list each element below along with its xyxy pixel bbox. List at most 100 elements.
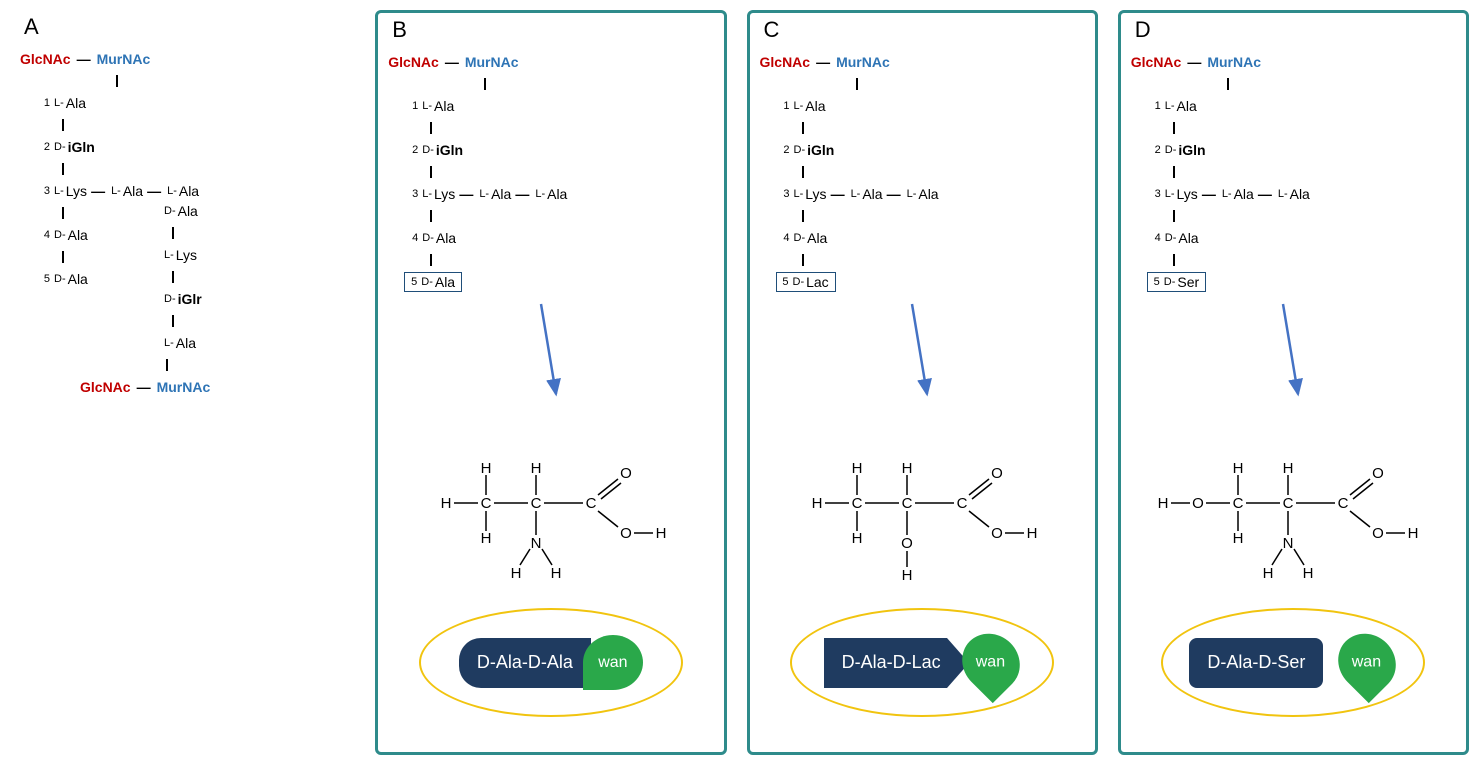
peptide-row: 3L-Lys—L-Ala—L-Ala <box>780 183 1085 205</box>
atom-label: O <box>1373 525 1385 542</box>
atom-label: C <box>1338 495 1349 512</box>
atom-label: H <box>1263 565 1274 582</box>
atom-label: C <box>530 495 541 512</box>
terminus-label: D-Ala-D-Lac <box>824 638 947 688</box>
peptide-row: 2D-iGln <box>408 139 713 161</box>
peptide-row: L-Ala <box>150 332 345 354</box>
atom-label: H <box>812 495 823 512</box>
panel-a: A GlcNAc — MurNAc 1L-Ala2D-iGln3L-Lys—L-… <box>10 10 355 755</box>
atom-label: C <box>1233 495 1244 512</box>
peptide-row: L-Lys <box>150 244 345 266</box>
peptide-row: D-iGlr <box>150 288 345 310</box>
binding-ellipse: D-Ala-D-Ser wan <box>1161 608 1425 717</box>
panel-b: B GlcNAc — MurNAc 1L-Ala2D-iGln3L-Lys—L-… <box>375 10 726 755</box>
atom-label: H <box>655 525 666 542</box>
atom-label: H <box>1408 525 1419 542</box>
atom-label: H <box>1233 530 1244 547</box>
glcnac: GlcNAc <box>1131 54 1182 70</box>
glcnac: GlcNAc <box>20 51 71 67</box>
atom-label: H <box>1283 460 1294 477</box>
atom-label: H <box>1158 495 1169 512</box>
vancomycin-icon: wan <box>583 635 643 690</box>
atom-label: C <box>902 495 913 512</box>
peptide-row: 2D-iGln <box>1151 139 1456 161</box>
atom-label: C <box>852 495 863 512</box>
atom-label: O <box>1373 465 1385 482</box>
atom-label: C <box>480 495 491 512</box>
panel-c: C GlcNAc — MurNAc 1L-Ala2D-iGln3L-Lys—L-… <box>747 10 1098 755</box>
atom-label: O <box>991 525 1003 542</box>
panel-label: D <box>1135 17 1151 43</box>
binding-ellipse: D-Ala-D-Ala wan <box>419 608 683 717</box>
boxed-terminus: 5D-Ser <box>1147 271 1456 293</box>
peptide-row: D-Ala <box>150 200 345 222</box>
panel-d: D GlcNAc — MurNAc 1L-Ala2D-iGln3L-Lys—L-… <box>1118 10 1469 755</box>
atom-label: O <box>620 525 632 542</box>
peptidoglycan-c: GlcNAc — MurNAc 1L-Ala2D-iGln3L-Lys—L-Al… <box>760 51 1085 293</box>
atom-label: H <box>852 460 863 477</box>
peptide-row: 4D-Ala <box>408 227 713 249</box>
peptidoglycan-d: GlcNAc — MurNAc 1L-Ala2D-iGln3L-Lys—L-Al… <box>1131 51 1456 293</box>
peptide-row: 1L-Ala <box>780 95 1085 117</box>
atom-label: N <box>1283 535 1294 552</box>
atom-label: C <box>585 495 596 512</box>
murnac: MurNAc <box>157 379 211 395</box>
peptidoglycan-a: GlcNAc — MurNAc 1L-Ala2D-iGln3L-Lys—L-Al… <box>20 48 345 398</box>
atom-label: C <box>1283 495 1294 512</box>
peptidoglycan-b: GlcNAc — MurNAc 1L-Ala2D-iGln3L-Lys—L-Al… <box>388 51 713 293</box>
glcnac: GlcNAc <box>388 54 439 70</box>
peptide-row: 2D-iGln <box>40 136 345 158</box>
atom-label: O <box>620 465 632 482</box>
glcnac: GlcNAc <box>80 379 131 395</box>
glcnac: GlcNAc <box>760 54 811 70</box>
murnac: MurNAc <box>836 54 890 70</box>
atom-label: H <box>1303 565 1314 582</box>
terminus-label: D-Ala-D-Ser <box>1189 638 1323 688</box>
panel-label: A <box>24 14 39 40</box>
atom-label: H <box>480 460 491 477</box>
atom-label: H <box>902 567 913 584</box>
binding-diagram: D-Ala-D-Ser wan <box>1131 608 1456 717</box>
atom-label: N <box>530 535 541 552</box>
binding-ellipse: D-Ala-D-Lac wan <box>790 608 1054 717</box>
atom-label: O <box>901 535 913 552</box>
peptide-row: 1L-Ala <box>40 92 345 114</box>
terminus-label: D-Ala-D-Ala <box>459 638 591 688</box>
peptide-row: 4D-Ala <box>1151 227 1456 249</box>
murnac: MurNAc <box>1207 54 1261 70</box>
atom-label: O <box>1193 495 1205 512</box>
binding-diagram: D-Ala-D-Lac wan <box>760 608 1085 717</box>
peptide-row: 4D-Ala <box>780 227 1085 249</box>
boxed-terminus: 5D-Lac <box>776 271 1085 293</box>
vancomycin-icon: wan <box>950 622 1031 703</box>
murnac: MurNAc <box>465 54 519 70</box>
atom-label: H <box>1027 525 1038 542</box>
atom-label: H <box>902 460 913 477</box>
panel-label: B <box>392 17 407 43</box>
atom-label: H <box>530 460 541 477</box>
binding-diagram: D-Ala-D-Ala wan <box>388 608 713 717</box>
atom-label: H <box>852 530 863 547</box>
arrow-icon <box>388 299 713 409</box>
peptide-row: 3L-Lys—L-Ala—L-Ala <box>40 180 345 202</box>
atom-label: H <box>550 565 561 582</box>
atom-label: H <box>480 530 491 547</box>
murnac: MurNAc <box>97 51 151 67</box>
atom-label: H <box>1233 460 1244 477</box>
chemical-structure: HOCCCHHHNHHOOH <box>1131 413 1456 588</box>
peptide-row: 2D-iGln <box>780 139 1085 161</box>
arrow-icon <box>1131 299 1456 409</box>
arrow-icon <box>760 299 1085 409</box>
peptide-row: 3L-Lys—L-Ala—L-Ala <box>1151 183 1456 205</box>
boxed-terminus: 5D-Ala <box>404 271 713 293</box>
peptide-row: 3L-Lys—L-Ala—L-Ala <box>408 183 713 205</box>
vancomycin-icon: wan <box>1327 622 1408 703</box>
panel-label: C <box>764 17 780 43</box>
chemical-structure: HCCCHHHNHHOOH <box>388 413 713 588</box>
atom-label: C <box>957 495 968 512</box>
peptide-row: 1L-Ala <box>1151 95 1456 117</box>
atom-label: H <box>510 565 521 582</box>
chemical-structure: HCCCHHHOHOOH <box>760 413 1085 588</box>
peptide-row: 1L-Ala <box>408 95 713 117</box>
atom-label: H <box>440 495 451 512</box>
